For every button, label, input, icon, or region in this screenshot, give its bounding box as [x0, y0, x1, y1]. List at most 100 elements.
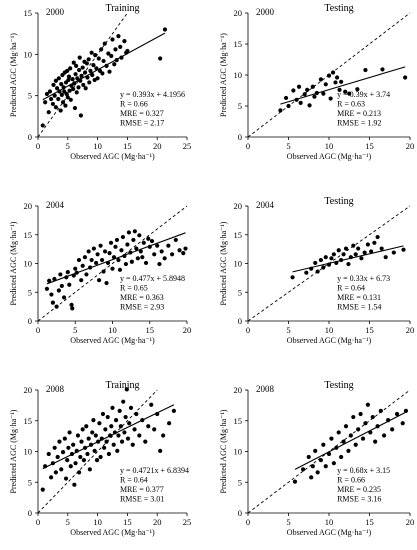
regression-line: [42, 32, 166, 101]
data-point: [146, 424, 151, 429]
panel-year: 2008: [256, 384, 275, 394]
data-point: [100, 71, 105, 76]
data-point: [135, 256, 140, 261]
data-point: [77, 67, 82, 73]
regression-line: [42, 404, 175, 470]
x-axis-label: Observed AGC (Mg·ha⁻¹): [70, 336, 155, 345]
data-point: [58, 108, 63, 113]
data-point: [125, 436, 131, 441]
data-point: [313, 448, 318, 453]
data-point: [359, 256, 364, 261]
data-point: [152, 427, 157, 432]
data-point: [99, 257, 105, 263]
x-tick-label: 5: [286, 325, 290, 335]
fit-stat: MRE = 0.363: [120, 293, 164, 302]
x-tick-label: 0: [246, 517, 250, 527]
data-point: [79, 439, 84, 444]
data-point: [47, 89, 53, 94]
data-point: [181, 251, 186, 256]
data-point: [298, 100, 303, 105]
y-axis-label: Predicted AGC (Mg·ha⁻¹): [219, 221, 228, 305]
data-point: [290, 275, 295, 280]
data-point: [66, 445, 71, 450]
data-point: [305, 87, 310, 92]
y-axis-label: Predicted AGC (Mg·ha⁻¹): [9, 409, 18, 493]
x-tick-label: 20: [406, 517, 415, 527]
data-point: [381, 433, 387, 438]
data-point: [92, 448, 97, 453]
data-point: [80, 263, 85, 268]
y-tick-label: 10: [24, 49, 33, 59]
data-point: [131, 237, 136, 243]
data-point: [113, 47, 118, 52]
data-point: [110, 405, 115, 410]
y-tick-label: 0: [28, 316, 32, 326]
x-tick-label: 0: [246, 141, 250, 151]
data-point: [61, 295, 67, 300]
data-point: [318, 458, 323, 463]
data-point: [68, 97, 73, 102]
fit-stat: MRE = 0.327: [120, 109, 164, 118]
data-point: [315, 470, 320, 475]
data-point: [82, 70, 88, 75]
y-tick-label: 5: [238, 287, 242, 297]
data-point: [56, 76, 61, 81]
panel-year: 2004: [256, 200, 275, 210]
x-tick-label: 20: [183, 325, 192, 335]
data-point: [391, 250, 396, 255]
y-axis-label: Predicted AGC (Mg·ha⁻¹): [219, 409, 228, 493]
regression-line: [46, 232, 186, 285]
data-point: [132, 229, 137, 234]
data-point: [117, 408, 122, 414]
data-point: [306, 454, 311, 460]
fit-stat: R = 0.66: [337, 476, 365, 485]
data-point: [315, 269, 320, 274]
y-tick-label: 0: [28, 132, 32, 142]
data-point: [183, 246, 188, 251]
data-point: [143, 260, 149, 266]
x-tick-label: 10: [108, 325, 117, 335]
y-tick-label: 10: [24, 447, 33, 457]
fit-stat: R = 0.64: [337, 284, 365, 293]
data-point: [318, 77, 323, 82]
data-point: [122, 39, 127, 44]
data-point: [149, 402, 154, 407]
x-tick-label: 10: [325, 325, 334, 335]
data-point: [158, 448, 163, 453]
chart-panel-6: 0 5 10 15 20 0 5 10 15 20 Observed AGC (Mg·ha⁻¹) Pr…: [219, 380, 414, 537]
data-point: [71, 86, 76, 92]
data-point: [177, 248, 182, 253]
data-point: [62, 436, 67, 441]
data-point: [383, 255, 388, 260]
y-tick-label: 0: [238, 508, 242, 518]
data-point: [125, 48, 130, 54]
data-point: [134, 411, 139, 417]
x-tick-label: 5: [66, 141, 70, 151]
data-point: [346, 261, 351, 267]
data-point: [84, 272, 89, 277]
fit-stat: RMSE = 1.92: [337, 119, 381, 128]
data-point: [310, 464, 315, 469]
data-point: [79, 278, 84, 283]
data-point: [72, 105, 78, 111]
fit-stat: y = 0.393x + 4.1956: [120, 90, 185, 99]
data-point: [98, 243, 103, 248]
data-point: [333, 80, 338, 85]
y-tick-label: 15: [24, 416, 33, 426]
x-axis-label: Observed AGC (Mg·ha⁻¹): [287, 152, 372, 161]
data-point: [58, 272, 63, 277]
y-tick-label: 0: [28, 508, 32, 518]
data-point: [348, 433, 353, 438]
data-point: [111, 442, 116, 447]
data-point: [69, 302, 74, 307]
x-axis-label: Observed AGC (Mg·ha⁻¹): [70, 152, 155, 161]
data-point: [155, 243, 160, 248]
data-point: [121, 399, 126, 404]
y-axis-label: Predicted AGC (Mg·ha⁻¹): [219, 33, 228, 117]
data-point: [76, 85, 81, 90]
chart-panel-3: 0 5 10 15 20 0 5 10 15 20 Observed AGC (Mg·ha⁻¹) Pr…: [9, 200, 191, 345]
data-point: [40, 487, 45, 492]
fit-stat: RMSE = 3.01: [120, 495, 164, 504]
one-to-one-line: [247, 12, 411, 138]
